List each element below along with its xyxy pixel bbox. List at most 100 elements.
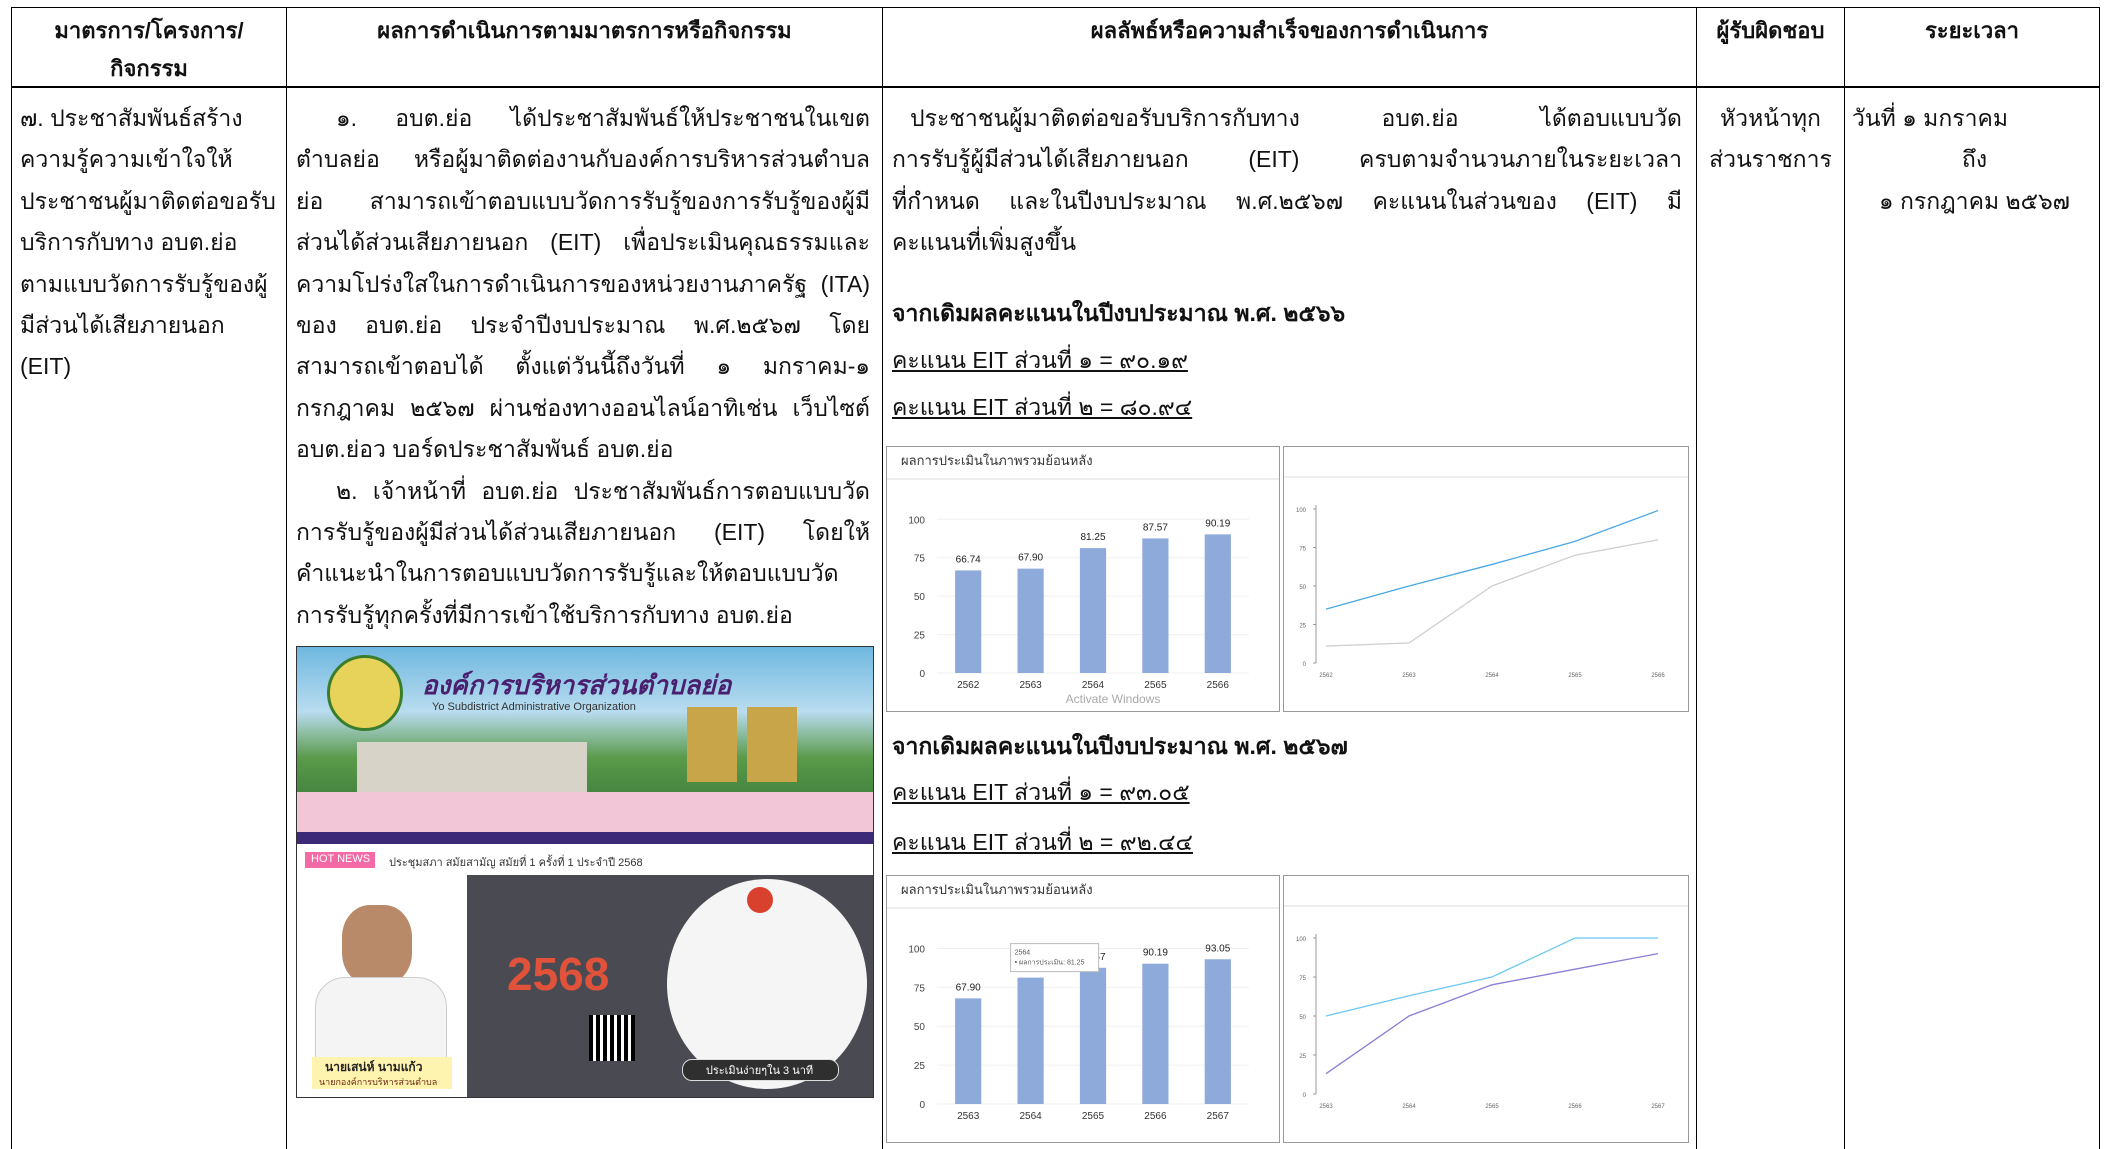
x-tick-label: 2564 (1082, 680, 1105, 691)
operation-line: ความโปร่งใสในการดำเนินการของหน่วยงานภาคร… (296, 270, 870, 297)
y-tick-label: 0 (1303, 1093, 1307, 1099)
section-heading: จากเดิมผลคะแนนในปีงบประมาณ พ.ศ. ๒๕๖๗ (892, 733, 1348, 759)
value-label: 90.19 (1143, 948, 1168, 959)
period-line: วันที่ ๑ มกราคม (1852, 105, 2009, 131)
operation-line: ของ อบต.ย่อ ประจำปีงบประมาณ พ.ศ.๒๕๖๗ โดย (296, 312, 870, 338)
website-screenshot: องค์การบริหารส่วนตำบลย่อ Yo Subdistrict … (296, 646, 874, 1098)
person-body (315, 977, 447, 1064)
lotus (297, 792, 873, 832)
x-tick-label: 2565 (1144, 680, 1167, 691)
bar (1079, 548, 1107, 673)
measure-line: ๗. ประชาสัมพันธ์สร้าง (20, 105, 243, 131)
ita-year: 2568 (507, 948, 610, 1000)
value-label: 67.90 (956, 982, 981, 993)
y-tick-label: 0 (919, 669, 925, 680)
invite-circle (667, 879, 867, 1089)
y-tick-label: 100 (908, 944, 925, 955)
score-line: คะแนน EIT ส่วนที่ ๒ = ๘๐.๙๔ (892, 394, 1193, 420)
x-tick-label: 2567 (1207, 1111, 1230, 1122)
tooltip-box (1010, 943, 1100, 973)
value-label: 81.25 (1080, 532, 1105, 543)
result-line: การรับรู้ผู้มีส่วนได้เสียภายนอก (EIT) คร… (892, 146, 1682, 173)
score-line: คะแนน EIT ส่วนที่ ๑ = ๙๓.๐๕ (892, 779, 1190, 805)
operation-line: การรับรู้ทุกครั้งที่มีการเข้าใช้บริการกั… (296, 601, 793, 628)
measure-line: บริการกับทาง อบต.ย่อ (20, 229, 238, 256)
result-line: ประชาชนผู้มาติดต่อขอรับบริการกับทาง อบต.… (910, 105, 1682, 131)
measure-line: ความรู้ความเข้าใจให้ (20, 146, 233, 173)
header-text: ผลลัพธ์หรือความสำเร็จของการดำเนินการ (1090, 18, 1489, 43)
button-label: ประเมินง่ายๆใน 3 นาที (705, 1065, 814, 1077)
y-tick-label: 100 (908, 515, 925, 526)
portrait-frame (687, 707, 737, 782)
org-name-en: Yo Subdistrict Administrative Organizati… (432, 701, 636, 713)
x-tick-label: 2564 (1402, 1104, 1416, 1110)
y-tick-label: 25 (914, 1061, 926, 1072)
watermark: Activate Windows (1066, 692, 1161, 706)
x-tick-label: 2566 (1207, 680, 1230, 691)
button (682, 1059, 839, 1081)
x-tick-label: 2565 (1082, 1111, 1105, 1122)
series-line (1325, 539, 1659, 647)
logo (327, 655, 403, 731)
score-line: คะแนน EIT ส่วนที่ ๑ = ๙๐.๑๙ (892, 347, 1188, 373)
measure-line: ตามแบบวัดการรับรู้ของผู้ (20, 270, 268, 297)
value-label: 67.90 (1018, 553, 1043, 564)
qr-code (589, 1015, 635, 1061)
section-heading: จากเดิมผลคะแนนในปีงบประมาณ พ.ศ. ๒๕๖๖ (892, 300, 1346, 326)
x-tick-label: 2566 (1568, 1104, 1582, 1110)
bar (1204, 534, 1231, 673)
bar (1142, 538, 1169, 673)
bar (955, 570, 982, 673)
chart-title: ผลการประเมินในภาพรวมย้อนหลัง (901, 882, 1093, 897)
header-text: กิจกรรม (110, 56, 188, 81)
bar (1079, 967, 1107, 1104)
value-label: 87.57 (1143, 522, 1168, 533)
x-tick-label: 2565 (1568, 673, 1582, 679)
x-tick-label: 2563 (1402, 673, 1416, 679)
hot-news-badge (305, 852, 375, 868)
header-text: ผลการดำเนินการตามมาตรการหรือกิจกรรม (377, 18, 792, 43)
operation-line: ย่อ สามารถเข้าตอบแบบวัดการรับรู้ของการรั… (296, 187, 870, 214)
operation-line: ๒. เจ้าหน้าที่ อบต.ย่อ ประชาสัมพันธ์การต… (336, 477, 870, 504)
result-line: คะแนนที่เพิ่มสูงขึ้น (892, 229, 1077, 256)
y-tick-label: 0 (1303, 662, 1307, 668)
y-tick-label: 75 (914, 983, 926, 994)
bar (1017, 977, 1044, 1104)
operation-line: ส่วนได้ส่วนเสียภายนอก (EIT) เพื่อประเมิน… (296, 229, 870, 256)
score-line: คะแนน EIT ส่วนที่ ๒ = ๙๒.๔๔ (892, 829, 1193, 855)
bar-chart: ผลการประเมินในภาพรวมย้อนหลัง 0 25 50 75 100 66… (886, 446, 1280, 712)
y-tick-label: 50 (1299, 585, 1306, 591)
person-name: นายเสน่ห์ นามแก้ว (325, 1060, 423, 1074)
x-tick-label: 2566 (1144, 1111, 1167, 1122)
y-tick-label: 75 (1299, 547, 1306, 553)
y-tick-label: 75 (914, 554, 926, 565)
operation-line: อบต.ย่อว บอร์ดประชาสัมพันธ์ อบต.ย่อ (296, 436, 674, 463)
news: ประชุมสภา สมัยสามัญ สมัยที่ 1 ครั้งที่ 1… (389, 857, 643, 869)
header-text: ระยะเวลา (1924, 18, 2020, 43)
icon (747, 887, 773, 913)
chart-title: ผลการประเมินในภาพรวมย้อนหลัง (901, 453, 1093, 468)
org-name: องค์การบริหารส่วนตำบลย่อ (422, 670, 732, 700)
measure-line: ประชาชนผู้มาติดต่อขอรับ (20, 187, 276, 214)
series-line (1325, 509, 1659, 610)
bar (1204, 959, 1231, 1104)
portrait-frame (747, 707, 797, 782)
operation-line: ตำบลย่อ หรือผู้มาติดต่องานกับองค์การบริห… (296, 146, 870, 173)
tooltip-text: • ผลการประเมิน: 81.25 (1015, 959, 1085, 967)
hot-news: HOT NEWS (311, 853, 371, 865)
y-tick-label: 100 (1296, 937, 1307, 943)
bar (1142, 963, 1169, 1104)
operation-line: การรับรู้ของผู้มีส่วนได้ส่วนเสียภายนอก (… (296, 519, 870, 545)
x-tick-label: 2563 (957, 1111, 980, 1122)
x-tick-label: 2563 (1319, 1104, 1333, 1110)
x-tick-label: 2566 (1651, 673, 1665, 679)
y-tick-label: 50 (1299, 1015, 1306, 1021)
operation-line: ๑. อบต.ย่อ ได้ประชาสัมพันธ์ให้ประชาชนในเ… (336, 105, 870, 131)
operation-line: สามารถเข้าตอบได้ ตั้งแต่วันนี้ถึงวันที่ … (296, 353, 870, 380)
responsible-line: ส่วนราชการ (1709, 146, 1832, 173)
nav-bar (297, 832, 873, 844)
person-title: นายกองค์การบริหารส่วนตำบล (319, 1077, 438, 1087)
y-tick-label: 25 (914, 631, 926, 642)
tooltip-text: 2564 (1015, 950, 1031, 957)
